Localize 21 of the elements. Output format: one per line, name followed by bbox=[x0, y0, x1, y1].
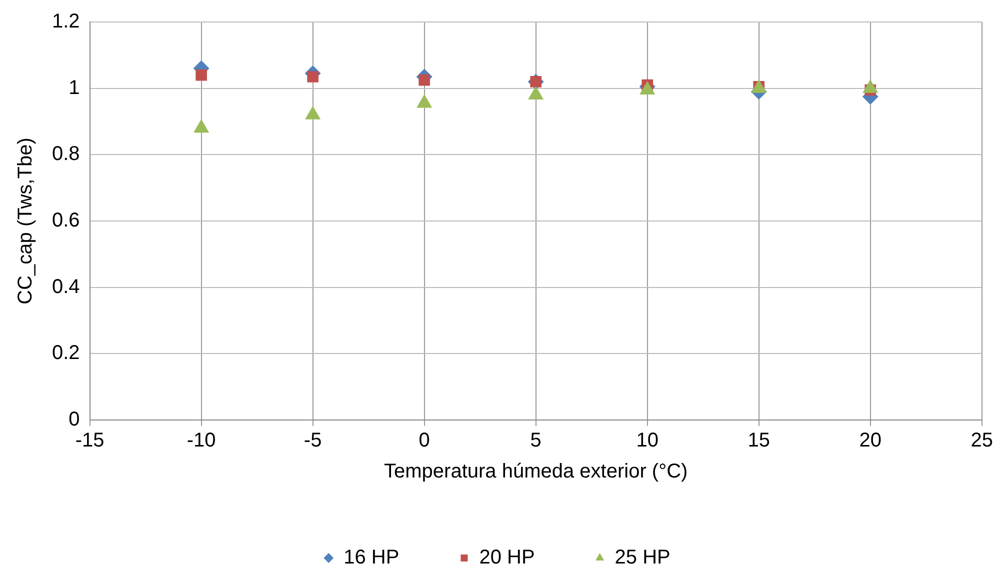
x-tick-label: -5 bbox=[304, 430, 322, 452]
y-tick-label: 0.2 bbox=[52, 342, 80, 364]
x-tick-label: 20 bbox=[859, 430, 882, 452]
x-tick-label: 25 bbox=[970, 430, 993, 452]
x-tick-label: 10 bbox=[636, 430, 658, 452]
x-tick-label: 5 bbox=[530, 430, 542, 452]
y-axis-title: CC_cap (Tws,Tbe) bbox=[14, 138, 37, 304]
x-tick-label: 15 bbox=[748, 430, 770, 452]
x-tick-label: -10 bbox=[186, 430, 216, 452]
y-tick-label: 1.2 bbox=[52, 10, 80, 33]
y-tick-label: 1 bbox=[68, 76, 80, 99]
legend-label: 25 HP bbox=[614, 546, 670, 569]
legend-label: 16 HP bbox=[344, 546, 400, 569]
x-axis-title: Temperatura húmeda exterior (°C) bbox=[384, 460, 688, 483]
y-tick-label: 0.8 bbox=[52, 143, 80, 166]
x-tick-label: -15 bbox=[75, 430, 104, 452]
y-tick-label: 0.4 bbox=[52, 276, 80, 298]
y-tick-label: 0 bbox=[68, 408, 80, 431]
legend-label: 20 HP bbox=[479, 546, 535, 569]
y-tick-label: 0.6 bbox=[52, 210, 80, 232]
x-tick-label: 0 bbox=[418, 430, 430, 452]
